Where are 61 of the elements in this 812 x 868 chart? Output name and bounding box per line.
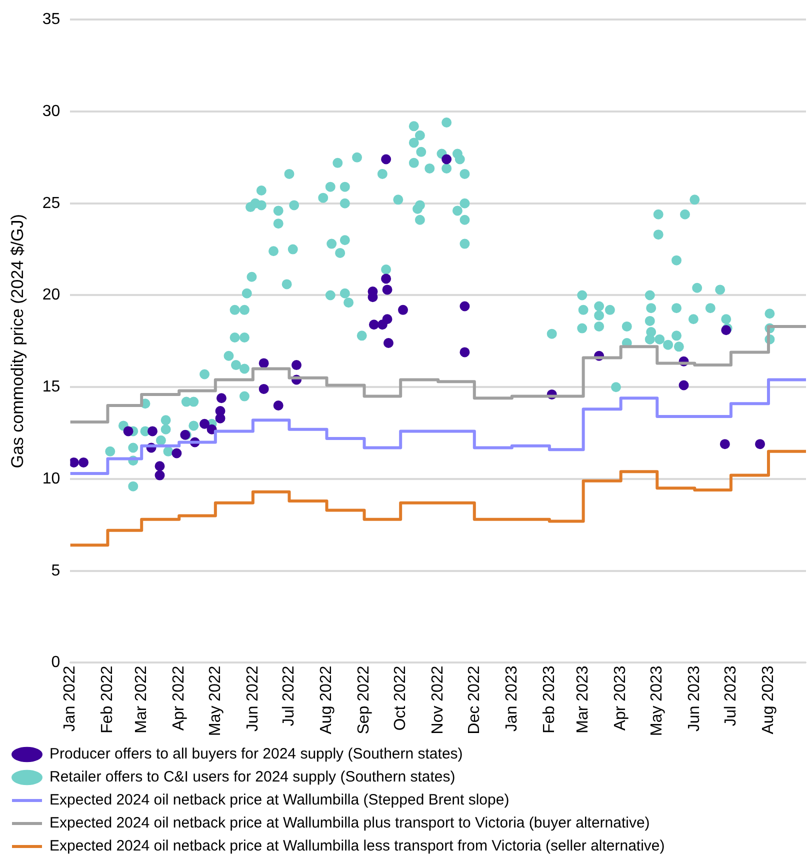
point [70,457,79,468]
x-tick-label: May 2022 [206,666,224,736]
y-tick-label: 10 [42,470,60,488]
legend-label: Producer offers to all buyers for 2024 supply (Southern states) [50,746,463,763]
point [123,426,134,436]
point [382,314,392,324]
point [383,338,394,348]
x-tick-label: Mar 2023 [574,666,592,734]
y-tick-label: 0 [51,654,60,672]
point [273,400,284,410]
legend-label: Retailer offers to C&I users for 2024 supply (Southern states) [50,768,456,786]
point [382,284,392,295]
point [381,154,392,164]
y-tick-label: 30 [42,102,60,120]
y-tick-label: 15 [42,378,60,396]
point [154,470,165,480]
point [755,439,766,450]
point [460,347,470,358]
x-tick-label: Jan 2023 [503,666,520,732]
x-tick-label: Oct 2022 [392,666,409,731]
x-tick-label: Sep 2022 [356,666,373,734]
point [460,301,470,312]
x-tick-label: Aug 2022 [318,666,336,734]
point [215,413,226,424]
legend-label: Expected 2024 oil netback price at Wallumbilla (Stepped Brent slope) [50,792,510,809]
x-tick-label: Jul 2023 [722,666,740,726]
x-tick-label: Jan 2022 [62,666,79,732]
point [381,274,392,284]
y-tick-label: 20 [42,286,60,304]
x-tick-label: Aug 2023 [760,666,777,734]
point [258,358,269,368]
point [200,418,210,429]
point [398,304,408,315]
x-tick-label: Jun 2022 [244,666,262,732]
point [216,393,226,404]
x-tick-label: Apr 2022 [170,666,188,731]
x-tick-label: Apr 2023 [612,666,630,731]
x-tick-label: Feb 2022 [99,666,116,734]
x-tick-label: Jun 2023 [686,666,704,732]
y-tick-label: 5 [51,562,60,580]
point [368,320,379,330]
point [720,439,730,450]
x-tick-label: Mar 2022 [133,666,150,734]
point [442,154,452,164]
point [172,448,182,458]
y-tick-label: 35 [42,11,60,28]
x-tick-label: Jul 2022 [280,666,298,726]
y-tick-label: 25 [42,194,60,212]
point [147,426,158,436]
point [258,384,269,394]
x-tick-label: May 2023 [648,666,666,736]
point [292,360,302,370]
point [678,380,689,390]
point [78,457,89,468]
x-tick-label: Feb 2023 [540,666,558,734]
point [154,461,165,472]
legend-label: Expected 2024 oil netback price at Wallumbilla plus transport to Victoria (buyer alternative) [50,814,650,832]
x-tick-label: Dec 2022 [466,666,483,734]
legend-label: Expected 2024 oil netback price at Wallumbilla less transport from Victoria (seller alternative) [50,838,665,855]
y-axis-title: Gas commodity price (2024 $/GJ) [8,214,27,468]
x-tick-label: Nov 2022 [430,666,447,734]
